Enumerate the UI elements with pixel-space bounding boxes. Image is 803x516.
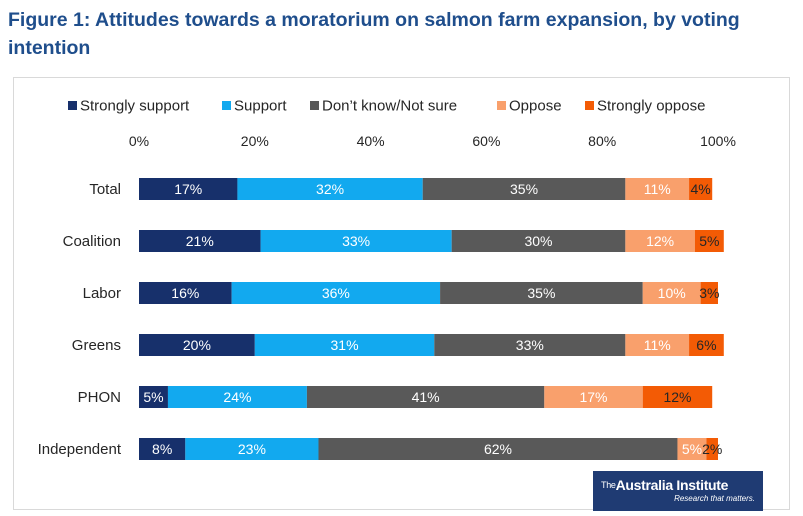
data-label: 33% — [342, 233, 370, 249]
x-tick-label: 20% — [241, 133, 269, 149]
data-label: 31% — [331, 337, 359, 353]
bar-coalition-support — [260, 230, 452, 252]
bar-phon-support — [167, 386, 307, 408]
category-label-phon: PHON — [78, 389, 121, 406]
x-tick-label: 60% — [472, 133, 500, 149]
bar-greens-don-t-know-not-sure — [434, 334, 626, 356]
category-label-coalition: Coalition — [63, 233, 121, 250]
legend-label-don-t-know-not-sure: Don’t know/Not sure — [322, 98, 457, 115]
bar-labor-strongly-support — [139, 282, 232, 304]
legend-label-strongly-support: Strongly support — [80, 98, 190, 115]
category-label-total: Total — [89, 181, 121, 198]
data-label: 2% — [702, 441, 722, 457]
data-label: 11% — [644, 181, 671, 197]
bar-total-strongly-support — [139, 178, 238, 200]
bar-greens-strongly-support — [139, 334, 255, 356]
data-label: 4% — [691, 181, 711, 197]
australia-institute-logo: TheAustralia Institute Research that mat… — [593, 471, 763, 511]
bar-independent-oppose — [677, 438, 707, 460]
x-axis-ticks: 0% 20% 40% 60% 80% 100% — [129, 133, 736, 149]
data-label: 21% — [186, 233, 214, 249]
chart-frame — [13, 77, 790, 510]
bar-total-strongly-oppose — [689, 178, 713, 200]
x-tick-label: 80% — [588, 133, 616, 149]
bar-independent-don-t-know-not-sure — [318, 438, 678, 460]
data-label: 12% — [663, 389, 691, 405]
bar-labor-support — [231, 282, 441, 304]
bar-phon-oppose — [544, 386, 643, 408]
data-label: 36% — [322, 285, 350, 301]
data-label: 8% — [152, 441, 172, 457]
bar-total-don-t-know-not-sure — [422, 178, 626, 200]
legend-swatch-don-t-know-not-sure — [310, 101, 319, 110]
data-label: 41% — [412, 389, 440, 405]
bar-labor-don-t-know-not-sure — [440, 282, 643, 304]
bar-coalition-strongly-oppose — [694, 230, 724, 252]
data-label: 20% — [183, 337, 211, 353]
logo-name: Australia Institute — [615, 477, 729, 493]
data-label: 5% — [682, 441, 702, 457]
data-label: 17% — [174, 181, 202, 197]
bar-phon-strongly-oppose — [642, 386, 713, 408]
bar-independent-strongly-support — [139, 438, 186, 460]
bar-total-oppose — [625, 178, 690, 200]
legend-label-strongly-oppose: Strongly oppose — [597, 98, 705, 115]
legend-swatch-support — [222, 101, 231, 110]
data-label: 5% — [699, 233, 719, 249]
bar-greens-oppose — [625, 334, 690, 356]
data-label: 35% — [527, 285, 555, 301]
bar-greens-support — [254, 334, 435, 356]
data-label: 24% — [223, 389, 251, 405]
bar-total-support — [237, 178, 423, 200]
data-label: 6% — [696, 337, 716, 353]
x-tick-label: 100% — [700, 133, 736, 149]
data-label: 32% — [316, 181, 344, 197]
x-tick-label: 40% — [357, 133, 385, 149]
bar-phon-strongly-support — [139, 386, 168, 408]
bar-phon-don-t-know-not-sure — [306, 386, 545, 408]
data-label: 17% — [579, 389, 607, 405]
data-label: 35% — [510, 181, 538, 197]
data-label: 33% — [516, 337, 544, 353]
x-tick-label: 0% — [129, 133, 149, 149]
figure-title: Figure 1: Attitudes towards a moratorium… — [8, 9, 740, 59]
data-label: 3% — [699, 285, 719, 301]
data-label: 5% — [143, 389, 163, 405]
legend-swatch-oppose — [497, 101, 506, 110]
bar-greens-strongly-oppose — [689, 334, 724, 356]
bar-coalition-don-t-know-not-sure — [451, 230, 626, 252]
logo-the: The — [601, 480, 616, 490]
bar-labor-oppose — [642, 282, 701, 304]
legend-swatch-strongly-oppose — [585, 101, 594, 110]
bar-labor-strongly-oppose — [700, 282, 718, 304]
bar-independent-strongly-oppose — [706, 438, 718, 460]
data-label: 30% — [524, 233, 552, 249]
data-label: 16% — [171, 285, 199, 301]
data-label: 12% — [646, 233, 674, 249]
logo-tagline: Research that matters. — [674, 494, 755, 503]
bar-coalition-oppose — [625, 230, 695, 252]
category-label-independent: Independent — [38, 441, 122, 458]
category-label-greens: Greens — [72, 337, 121, 354]
data-label: 62% — [484, 441, 512, 457]
category-label-labor: Labor — [83, 285, 121, 302]
bar-coalition-strongly-support — [139, 230, 261, 252]
category-labels: Total Coalition Labor Greens PHON Independent — [38, 181, 122, 458]
legend-label-support: Support — [234, 98, 287, 115]
bars — [139, 178, 724, 460]
legend-label-oppose: Oppose — [509, 98, 562, 115]
data-label: 10% — [658, 285, 686, 301]
legend: Strongly support Support Don’t know/Not su… — [68, 98, 705, 115]
data-label: 11% — [644, 337, 671, 353]
data-label: 23% — [238, 441, 266, 457]
data-labels: 17% 32% 35% 11% 4% 21% 33% 30% 12% 5% 16% 36% 35% 10%… — [143, 181, 722, 457]
legend-swatch-strongly-support — [68, 101, 77, 110]
bar-independent-support — [185, 438, 319, 460]
